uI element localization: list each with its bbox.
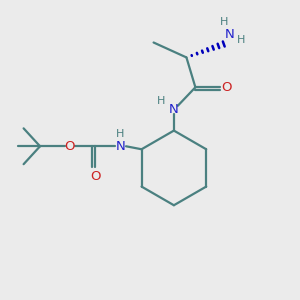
Text: N: N	[224, 28, 234, 41]
Text: H: H	[237, 34, 245, 44]
Text: H: H	[116, 129, 124, 139]
Text: O: O	[221, 81, 232, 94]
Text: H: H	[157, 96, 166, 106]
Text: O: O	[90, 170, 101, 183]
Text: H: H	[220, 17, 229, 28]
Text: N: N	[116, 140, 125, 153]
Text: O: O	[64, 140, 75, 153]
Text: N: N	[169, 103, 179, 116]
